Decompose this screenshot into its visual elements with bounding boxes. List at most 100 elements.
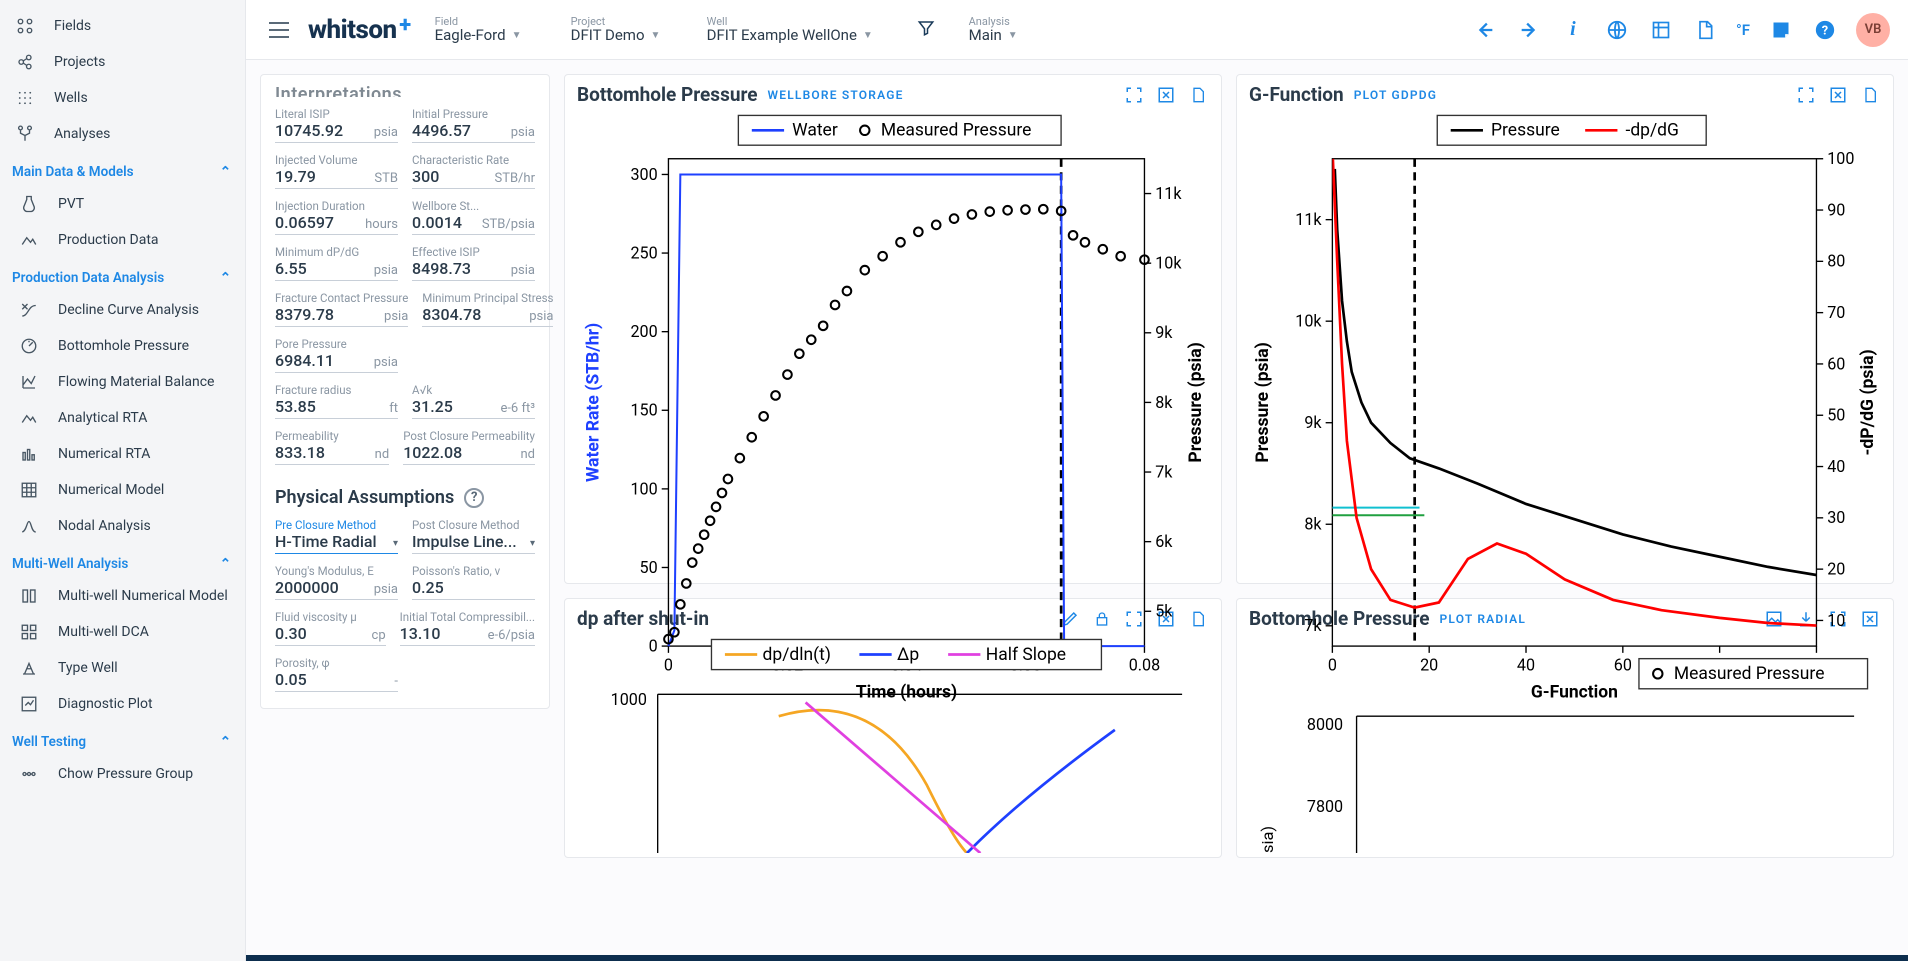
field-postClosure[interactable]: Post Closure Method Impulse Line... [412,518,535,554]
field-youngs[interactable]: Young's Modulus, E 2000000psia [275,564,398,600]
selector-field[interactable]: Field Eagle-Ford▼ [423,15,553,44]
field-unit: ft [389,401,398,416]
field-label: Literal ISIP [275,107,398,121]
field-value: 13.10 [400,624,441,643]
reset-icon[interactable] [1155,84,1177,106]
avatar[interactable]: VB [1856,13,1890,47]
filter-icon[interactable] [901,19,951,41]
field-porePressure[interactable]: Pore Pressure 6984.11psia [275,337,398,373]
sidebar-item[interactable]: Chow Pressure Group [0,756,245,792]
nav-forward-icon[interactable] [1516,17,1542,43]
selector-analysis[interactable]: Analysis Main▼ [957,15,1087,44]
field-fcp[interactable]: Fracture Contact Pressure 8379.78psia [275,291,408,327]
chevron-down-icon: ▼ [512,30,522,41]
sidebar-icon [18,409,40,427]
field-literalISIP[interactable]: Literal ISIP 10745.92psia [275,107,398,143]
field-effISIP[interactable]: Effective ISIP 8498.73psia [412,245,535,281]
field-preClosure[interactable]: Pre Closure Method H-Time Radial [275,518,398,554]
note-icon[interactable] [1768,17,1794,43]
help-icon[interactable]: ? [1812,17,1838,43]
svg-text:100: 100 [630,479,657,498]
field-minDpDg[interactable]: Minimum dP/dG 6.55psia [275,245,398,281]
nav-back-icon[interactable] [1472,17,1498,43]
field-value: 53.85 [275,397,316,416]
field-unit: e-6/psia [488,628,535,643]
sidebar-item[interactable]: Production Data [0,222,245,258]
field-wellboreSt[interactable]: Wellbore St... 0.0014STB/psia [412,199,535,235]
field-postPerm[interactable]: Post Closure Permeability 1022.08nd [403,429,535,465]
field-value: 0.25 [412,578,444,597]
sidebar-item-label: Analyses [54,126,110,142]
sidebar-item-projects[interactable]: Projects [0,44,245,80]
sidebar-item-label: Analytical RTA [58,410,147,426]
sidebar-item[interactable]: Nodal Analysis [0,508,245,544]
spreadsheet-icon[interactable] [1648,17,1674,43]
focus-icon[interactable] [1795,84,1817,106]
field-viscosity[interactable]: Fluid viscosity μ 0.30cp [275,610,386,646]
sidebar-item-analyses[interactable]: Analyses [0,116,245,152]
sidebar-item[interactable]: Analytical RTA [0,400,245,436]
field-unit: - [394,674,398,689]
app-bar: whitson+ Field Eagle-Ford▼ Project DFIT … [0,0,1908,60]
sidebar-item-wells[interactable]: Wells [0,80,245,116]
section-pda[interactable]: Production Data Analysis⌃ [0,258,245,292]
field-initialPressure[interactable]: Initial Pressure 4496.57psia [412,107,535,143]
field-compress[interactable]: Initial Total Compressibil... 13.10e-6/p… [400,610,535,646]
section-main-data[interactable]: Main Data & Models⌃ [0,152,245,186]
svg-text:50: 50 [1827,406,1845,425]
sidebar-item[interactable]: Bottomhole Pressure [0,328,245,364]
svg-text:1000: 1000 [611,690,647,709]
svg-text:sia): sia) [1258,826,1277,853]
sidebar-item[interactable]: Type Well [0,650,245,686]
section-mwa[interactable]: Multi-Well Analysis⌃ [0,544,245,578]
svg-text:8000: 8000 [1307,715,1343,734]
field-minPrincStress[interactable]: Minimum Principal Stress 8304.78psia [422,291,553,327]
sidebar-item[interactable]: Multi-well Numerical Model [0,578,245,614]
help-circle-icon[interactable]: ? [464,488,484,508]
export-icon[interactable] [1859,84,1881,106]
sidebar-item[interactable]: Flowing Material Balance [0,364,245,400]
info-icon[interactable]: i [1560,17,1586,43]
field-poisson[interactable]: Poisson's Ratio, v 0.25 [412,564,535,600]
field-perm[interactable]: Permeability 833.18nd [275,429,389,465]
file-icon[interactable] [1692,17,1718,43]
field-unit: psia [374,355,398,370]
field-aSqrtK[interactable]: A√k 31.25e-6 ft³ [412,383,535,419]
sidebar-item[interactable]: Numerical RTA [0,436,245,472]
field-label: Young's Modulus, E [275,564,398,578]
focus-icon[interactable] [1123,84,1145,106]
svg-text:60: 60 [1827,354,1845,373]
sidebar-item[interactable]: Diagnostic Plot [0,686,245,722]
field-unit: STB [374,171,398,186]
field-unit: psia [374,263,398,278]
chevron-down-icon: ▼ [1008,30,1018,41]
export-icon[interactable] [1187,84,1209,106]
field-porosity[interactable]: Porosity, φ 0.05- [275,656,398,692]
field-injVolume[interactable]: Injected Volume 19.79STB [275,153,398,189]
field-injDuration[interactable]: Injection Duration 0.06597hours [275,199,398,235]
section-well-testing[interactable]: Well Testing⌃ [0,722,245,756]
field-fracRadius[interactable]: Fracture radius 53.85ft [275,383,398,419]
sidebar-item-label: Production Data [58,232,159,248]
sidebar-item[interactable]: PVT [0,186,245,222]
field-value: 0.0014 [412,213,462,232]
svg-text:Water Rate (STB/hr): Water Rate (STB/hr) [584,323,604,482]
hamburger-icon[interactable] [260,11,298,49]
selector-well[interactable]: Well DFIT Example WellOne▼ [695,15,895,44]
unit-toggle[interactable]: °F [1736,21,1750,39]
globe-icon[interactable] [1604,17,1630,43]
sidebar-item[interactable]: Multi-well DCA [0,614,245,650]
field-unit: hours [365,217,398,232]
field-unit: nd [375,447,390,462]
sidebar-item-fields[interactable]: Fields [0,8,245,44]
field-value: 6984.11 [275,351,334,370]
field-charRate[interactable]: Characteristic Rate 300STB/hr [412,153,535,189]
field-value: 0.06597 [275,213,334,232]
selector-project[interactable]: Project DFIT Demo▼ [559,15,689,44]
field-label: A√k [412,383,535,397]
sidebar-item[interactable]: Numerical Model [0,472,245,508]
sidebar-item-label: Chow Pressure Group [58,766,193,782]
sidebar-item[interactable]: Decline Curve Analysis [0,292,245,328]
reset-icon[interactable] [1827,84,1849,106]
sidebar-icon [18,695,40,713]
